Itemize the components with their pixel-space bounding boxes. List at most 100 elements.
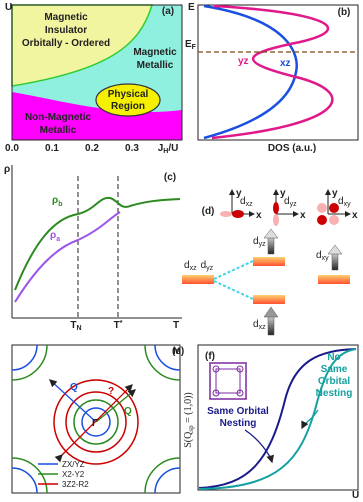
axis-label: x [300, 210, 306, 221]
x-tick-label: 0.3 [125, 143, 139, 154]
x-tick-label: 0.2 [85, 143, 99, 154]
yz-curve [211, 4, 334, 140]
pocket [53, 379, 139, 465]
curve-label: yz [238, 56, 249, 67]
y-axis-label: S(Qsp = (1,0)) [183, 392, 195, 448]
panel-label: (d) [202, 206, 215, 217]
text-part: xy [322, 255, 330, 262]
text-part: yz [259, 241, 267, 248]
vector-label: Q [124, 406, 132, 417]
frame [197, 4, 359, 141]
panel-e: Q Q ? Γ (e) M ZX/YZ X2-Y2 3Z2-R2 [11, 344, 184, 494]
x-tick-label: 0.0 [5, 143, 19, 154]
level [182, 275, 214, 284]
x-axis-label: U [352, 490, 359, 501]
inset-shape [212, 389, 220, 397]
arrow [263, 228, 279, 239]
x-axis-label: T [173, 320, 179, 331]
text-part: yz [290, 201, 298, 208]
fermi-label: EF [185, 39, 197, 51]
legend-label: X2-Y2 [62, 470, 85, 479]
frame [11, 4, 183, 141]
curve-label: Same Orbital [207, 406, 269, 417]
level-label: dxy [316, 250, 329, 262]
x-tick-label: 0.1 [45, 143, 59, 154]
text-part: H [163, 148, 168, 155]
curve-label: No [327, 352, 340, 363]
panel-a: Magnetic Insulator Orbitally - Ordered M… [5, 2, 183, 155]
pocket [154, 467, 181, 494]
level [318, 275, 350, 284]
region-label: Orbitally - Ordered [22, 38, 110, 49]
lobe [317, 203, 327, 213]
arrow [331, 251, 339, 271]
text-part: /U [168, 143, 178, 154]
curve-label: Nesting [316, 388, 353, 399]
orbital-label: dxz [240, 196, 253, 208]
curve-label: ρa [50, 230, 60, 243]
panel-c: ρ ρb ρa TN T* T (c) [4, 164, 182, 332]
y-axis-label: U [5, 2, 12, 13]
text-part: J [158, 143, 164, 154]
text-part: T [70, 320, 76, 331]
text-part: b [58, 201, 62, 208]
lobe [329, 203, 339, 213]
axis-label: y [280, 188, 286, 199]
text-part: N [77, 325, 82, 332]
pocket [11, 344, 48, 381]
panel-label: (b) [338, 7, 351, 18]
pocket [11, 467, 38, 494]
text-part: d [253, 236, 259, 247]
text-part: d [316, 250, 322, 261]
orbital-label: dxy [338, 196, 351, 208]
inset-shape [212, 365, 220, 373]
text-part: xy [344, 201, 352, 208]
level-label: dxz [253, 319, 266, 331]
y-axis-label: E [188, 2, 195, 13]
frame [197, 344, 359, 491]
y-axis-label: ρ [4, 164, 10, 175]
x-axis-label: DOS (a.u.) [268, 143, 316, 154]
text-part: F [192, 44, 197, 51]
panel-label: (a) [162, 6, 174, 17]
level [253, 295, 285, 304]
lobe [273, 202, 279, 214]
curve-label: Nesting [220, 418, 257, 429]
q-arrow [54, 384, 133, 463]
text-part: d [201, 260, 207, 271]
corner-label: M [173, 346, 181, 356]
region-label: Metallic [137, 60, 174, 71]
center-label: Γ [92, 418, 98, 429]
text-part: d [240, 196, 246, 207]
region-label: Non-Magnetic [25, 112, 92, 123]
text-part: d [284, 196, 290, 207]
text-part: d [338, 196, 344, 207]
text-part: ρ [50, 230, 56, 241]
arrow [327, 244, 343, 255]
legend-label: ZX/YZ [62, 460, 85, 469]
vector-label: ? [108, 386, 114, 397]
arrow [267, 235, 275, 255]
curve-label: Same [321, 364, 348, 375]
x-tick-label: TN [70, 320, 81, 332]
inset-shape [236, 389, 244, 397]
axis-label: x [256, 210, 262, 221]
pocket [144, 457, 181, 494]
region-label: Region [111, 101, 145, 112]
orbital-label: dyz [284, 196, 297, 208]
text-part: d [184, 260, 190, 271]
panel-d: (d) x y dxz x y dyz x y dxy dxz dyz dyz d… [182, 188, 358, 336]
panel-f: Same Orbital Nesting No Same Orbital Nes… [183, 344, 359, 501]
vector-label: Q [70, 382, 78, 393]
level-label: dxz dyz [184, 260, 214, 272]
physical-region [95, 83, 161, 117]
text-part: S(Q [183, 431, 194, 448]
pocket [11, 344, 38, 371]
same-nesting-curve [198, 348, 357, 489]
region-label: Magnetic [133, 47, 177, 58]
region-insulator [11, 4, 154, 87]
inset-shape [236, 365, 244, 373]
region-label: Insulator [45, 25, 87, 36]
